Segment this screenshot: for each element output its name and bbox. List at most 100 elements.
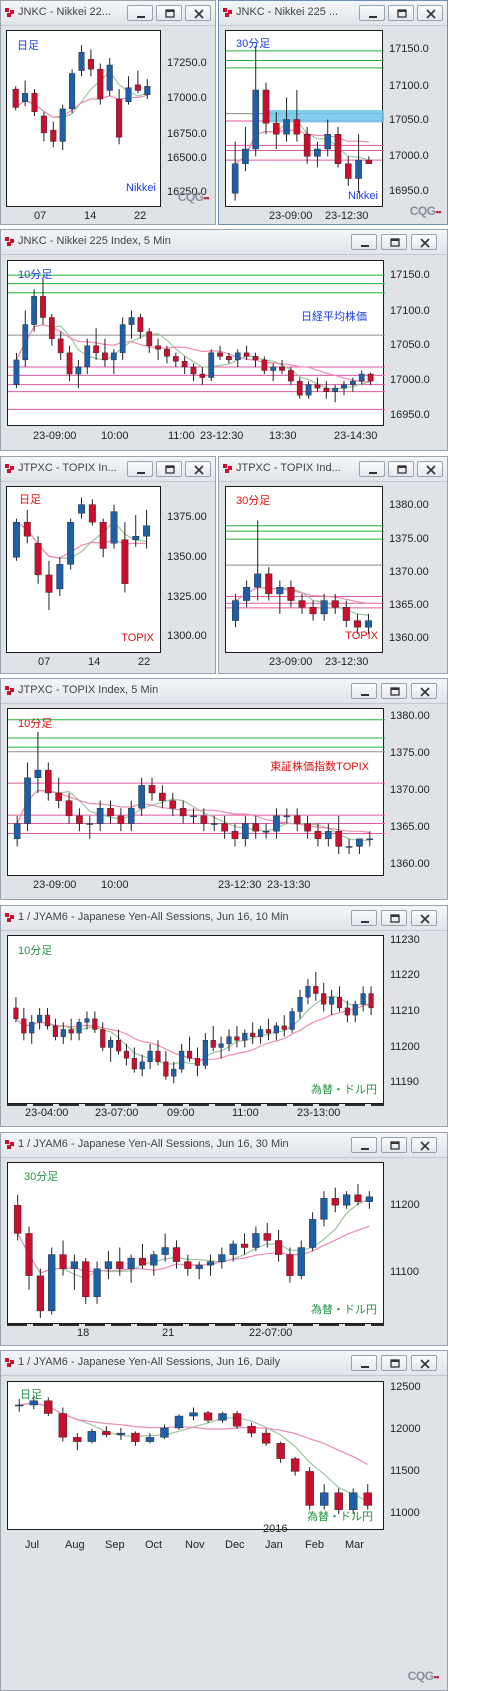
candle-body: [52, 1025, 58, 1037]
nikkei-daily-window: JNKC - Nikkei 22... 日足 Nikkei 17250.0 17…: [0, 0, 216, 225]
index-name-label: Nikkei: [348, 190, 378, 202]
candle-body: [88, 504, 96, 523]
x-axis: Jul Aug Sep Oct Nov Dec Jan Feb Mar: [7, 1536, 384, 1556]
restore-button[interactable]: [388, 461, 414, 477]
y-tick: 17100.0: [389, 80, 429, 92]
close-button[interactable]: [185, 461, 211, 477]
restore-button[interactable]: [381, 1137, 407, 1153]
candle-body: [281, 1025, 287, 1030]
candle-body: [110, 511, 118, 544]
minimize-button[interactable]: [359, 5, 385, 21]
candle-body: [343, 1194, 351, 1206]
candle-body: [102, 352, 108, 361]
title-bar[interactable]: JTPXC - TOPIX In...: [1, 457, 215, 482]
nikkei-10min-window: JNKC - Nikkei 225 Index, 5 Min 10分足 日経平均…: [0, 229, 448, 451]
restore-button[interactable]: [381, 683, 407, 699]
candle-body: [258, 1029, 264, 1037]
cqg-window-icon: [5, 8, 14, 17]
x-tick: Dec: [225, 1539, 245, 1551]
candle-body: [226, 1036, 232, 1045]
close-button[interactable]: [185, 5, 211, 21]
candle-body: [87, 1431, 97, 1442]
cqg-window-icon: [223, 8, 232, 17]
candle-body: [309, 607, 317, 615]
yen-30min-plot[interactable]: 30分足 為替・ドル円: [7, 1162, 384, 1324]
candle-body: [210, 823, 218, 825]
minimize-button[interactable]: [359, 461, 385, 477]
restore-button[interactable]: [381, 234, 407, 250]
candle-body: [354, 1194, 362, 1202]
candle-body: [356, 838, 363, 847]
candle-body: [161, 1247, 169, 1255]
y-axis: 11200 11100: [390, 1162, 446, 1324]
candle-body: [305, 1471, 314, 1506]
minimize-button[interactable]: [351, 1137, 377, 1153]
close-button[interactable]: [417, 5, 443, 21]
close-button[interactable]: [411, 234, 437, 250]
candle-body: [344, 163, 352, 179]
yen-daily-plot[interactable]: 日足 為替・ドル円: [7, 1381, 384, 1530]
candle-body: [274, 1240, 283, 1255]
title-bar[interactable]: JTPXC - TOPIX Ind...: [219, 457, 447, 482]
minimize-button[interactable]: [351, 234, 377, 250]
title-bar[interactable]: JNKC - Nikkei 22...: [1, 1, 215, 26]
minimize-button[interactable]: [351, 683, 377, 699]
title-bar[interactable]: JTPXC - TOPIX Index, 5 Min: [1, 679, 447, 704]
candle-body: [314, 384, 321, 389]
close-icon: [420, 687, 430, 697]
y-tick: 16250.0: [167, 186, 207, 198]
y-tick: 1375.00: [167, 511, 207, 523]
title-bar[interactable]: JNKC - Nikkei 225 ...: [219, 1, 447, 26]
candle-body: [221, 823, 228, 832]
candle-body: [174, 1415, 184, 1429]
restore-button[interactable]: [381, 910, 407, 926]
candle-body: [287, 586, 295, 601]
nikkei-30min-plot[interactable]: 30分足 Nikkei: [225, 30, 384, 207]
yen-10min-plot[interactable]: 10分足 為替・ドル円: [7, 935, 384, 1104]
x-tick: Jul: [25, 1539, 40, 1551]
close-button[interactable]: [417, 461, 443, 477]
candle-body: [75, 366, 82, 375]
topix-30min-plot[interactable]: 30分足 TOPIX: [225, 486, 384, 653]
period-label: 30分足: [236, 38, 271, 50]
minimize-button[interactable]: [351, 1355, 377, 1371]
minimize-button[interactable]: [351, 910, 377, 926]
close-icon: [420, 914, 430, 924]
candle-body: [99, 521, 107, 549]
title-bar[interactable]: 1 / JYAM6 - Japanese Yen-All Sessions, J…: [1, 906, 447, 931]
candle-body: [148, 785, 156, 794]
restore-button[interactable]: [156, 5, 182, 21]
nikkei-10min-plot[interactable]: 10分足 日経平均株価: [7, 260, 385, 426]
close-button[interactable]: [411, 910, 437, 926]
nikkei-daily-plot[interactable]: 日足 Nikkei: [6, 30, 161, 207]
candle-body: [190, 366, 197, 375]
candle-body: [325, 830, 332, 840]
candle-body: [48, 1254, 56, 1312]
restore-icon: [390, 914, 400, 923]
title-bar[interactable]: 1 / JYAM6 - Japanese Yen-All Sessions, J…: [1, 1351, 447, 1376]
x-tick: 23-09:00: [269, 656, 313, 668]
candle-body: [13, 1007, 19, 1019]
restore-button[interactable]: [156, 461, 182, 477]
title-bar[interactable]: 1 / JYAM6 - Japanese Yen-All Sessions, J…: [1, 1133, 447, 1158]
title-bar[interactable]: JNKC - Nikkei 225 Index, 5 Min: [1, 230, 447, 255]
candle-body: [218, 1043, 224, 1048]
close-button[interactable]: [411, 1355, 437, 1371]
candle-body: [13, 823, 21, 840]
candle-body: [314, 148, 321, 157]
moving-average-short: [15, 323, 371, 391]
restore-button[interactable]: [381, 1355, 407, 1371]
y-tick: 11500: [390, 1465, 420, 1477]
topix-10min-plot[interactable]: 10分足 東証株価指数TOPIX: [7, 708, 385, 876]
window-title: 1 / JYAM6 - Japanese Yen-All Sessions, J…: [18, 1356, 281, 1368]
candle-body: [303, 134, 311, 157]
close-button[interactable]: [411, 1137, 437, 1153]
minimize-button[interactable]: [127, 5, 153, 21]
minimize-button[interactable]: [127, 461, 153, 477]
topix-daily-plot[interactable]: 日足 TOPIX: [6, 486, 161, 653]
close-button[interactable]: [411, 683, 437, 699]
candle-body: [261, 359, 268, 371]
restore-button[interactable]: [388, 5, 414, 21]
candle-body: [329, 996, 335, 1005]
candle-body: [40, 296, 46, 318]
